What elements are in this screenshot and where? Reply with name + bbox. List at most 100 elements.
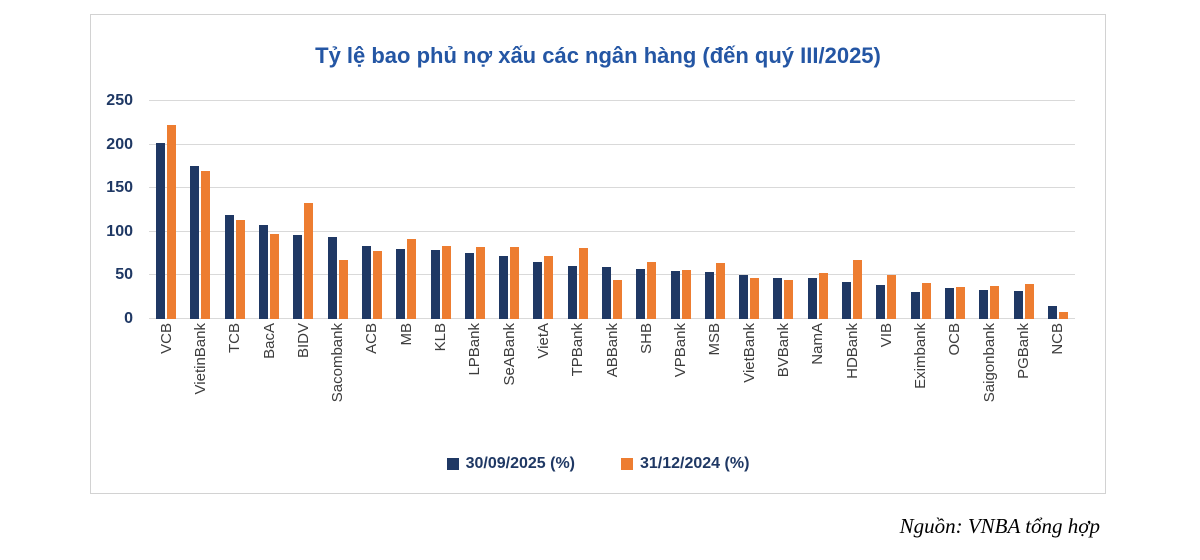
x-label-cell: VietBank [732,323,766,447]
bar-group [904,101,938,319]
bar [1013,291,1023,319]
bar-group [1041,101,1075,319]
bar [259,224,269,319]
bar-group [595,101,629,319]
bar-group [320,101,354,319]
bar [739,275,749,319]
legend-swatch [621,458,633,470]
x-axis: VCB VietinBank TCB BacA BIDV Sacombank ACB MB KL… [149,323,1075,447]
legend-swatch [446,458,459,470]
y-tick-label: 250 [106,92,133,109]
bar-group [663,101,697,319]
bar [636,269,646,319]
y-tick-label: 200 [106,135,133,153]
x-axis-label: VietinBank [191,323,209,395]
bar-group [492,101,526,319]
bar [396,249,406,319]
bar [670,271,680,319]
x-axis-label: TPBank [569,323,587,377]
bar [430,250,440,319]
bar [602,266,611,319]
plot-area [149,100,1075,319]
source-note: Nguồn: VNBA tổng hợp [899,514,1100,538]
x-axis-label: BacA [260,323,278,359]
x-label-cell: Saigonbank [972,323,1006,447]
gridline [149,143,1075,145]
bar [853,259,863,319]
x-label-cell: TCB [218,323,252,447]
x-axis-label: SHB [637,323,655,354]
bar-group [972,101,1006,319]
x-axis-label: VietA [534,323,552,359]
bar [715,263,725,319]
gridline [149,318,1075,319]
x-axis-label: VietBank [740,323,758,383]
x-label-cell: TPBank [561,323,595,447]
bar-group [835,101,869,319]
x-label-cell: Sacombank [320,323,354,447]
x-axis-label: NCB [1049,323,1067,355]
y-tick-label: 150 [106,179,133,197]
x-label-cell: VIB [869,323,903,447]
bar [921,283,931,319]
chart-frame: Tỷ lệ bao phủ nợ xấu các ngân hàng (đến … [90,14,1106,494]
bar [293,235,303,319]
bar-group [869,101,903,319]
legend-label: 30/09/2025 (%) [465,455,575,472]
x-axis-label: MSB [706,323,724,356]
bar [613,279,622,319]
bar [407,238,417,319]
bar [167,124,177,319]
bar [544,256,554,319]
bar-group [526,101,560,319]
y-tick-label: 0 [124,310,133,327]
bar [475,246,485,319]
x-label-cell: NCB [1041,323,1075,447]
x-axis-label: HDBank [843,323,861,379]
bar-group [389,101,423,319]
bar [681,270,691,319]
bar [842,281,852,319]
x-label-cell: KLB [423,323,457,447]
x-label-cell: MSB [698,323,732,447]
x-axis-label: NamA [809,323,827,365]
bar [464,252,474,319]
bar [807,278,817,319]
bar [372,250,382,319]
bar [201,170,211,319]
bar [979,290,989,319]
x-label-cell: PGBank [1006,323,1040,447]
x-label-cell: LPBank [458,323,492,447]
x-label-cell: NamA [801,323,835,447]
bar [773,278,783,319]
x-axis-label: VCB [157,323,175,354]
bar [567,265,577,319]
bar-group [252,101,286,319]
bar [876,285,886,319]
bar [224,215,234,319]
x-label-cell: HDBank [835,323,869,447]
y-tick-label: 50 [115,266,133,284]
y-tick-label: 100 [106,222,133,240]
gridline [149,274,1075,276]
bar-group [938,101,972,319]
x-label-cell: ABBank [595,323,629,447]
x-axis-label: Saigonbank [980,323,998,403]
legend-label: 31/12/2024 (%) [640,455,750,472]
bar [910,291,920,319]
x-label-cell: BacA [252,323,286,447]
x-axis-label: ABBank [603,323,621,378]
gridline [149,230,1075,232]
bar [510,246,520,319]
x-axis-label: MB [397,323,415,346]
gridline [149,100,1075,101]
x-axis-label: TCB [226,323,244,353]
bar [327,237,337,319]
x-label-cell: VCB [149,323,183,447]
x-axis-label: LPBank [466,323,484,376]
bar [190,165,200,319]
x-label-cell: OCB [938,323,972,447]
x-axis-label: Eximbank [912,323,930,389]
x-axis-label: PGBank [1015,323,1033,379]
bar [578,248,588,319]
